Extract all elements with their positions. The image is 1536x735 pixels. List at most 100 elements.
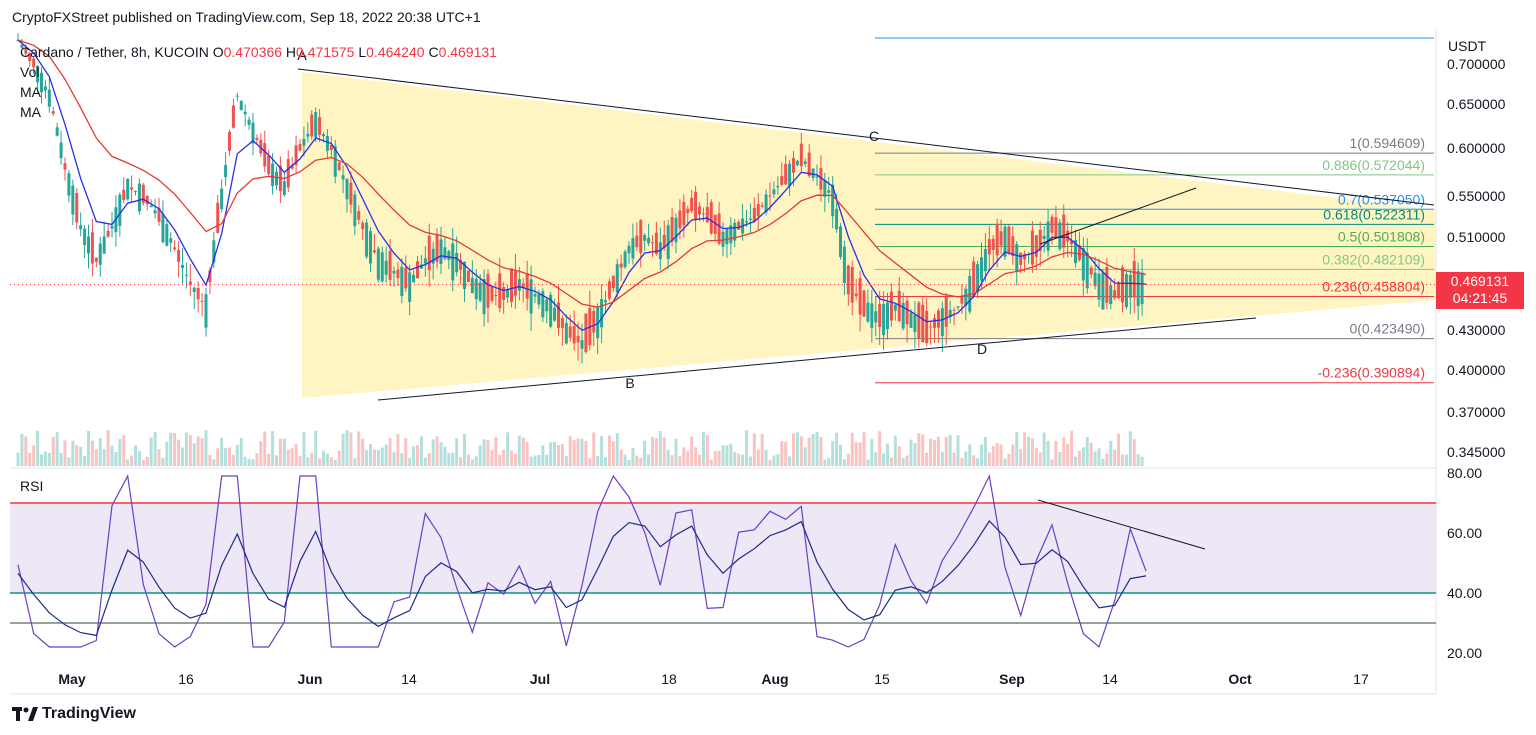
candle-body (1085, 252, 1089, 289)
volume-bar (643, 440, 647, 466)
candle-body (862, 290, 866, 317)
candle-body (776, 185, 780, 188)
volume-bar (846, 453, 850, 466)
volume-bar (1003, 458, 1007, 466)
volume-bar (690, 436, 694, 466)
volume-bar (1136, 454, 1140, 466)
candle-body (615, 264, 619, 293)
volume-bar (122, 435, 126, 466)
candle-body (459, 259, 463, 270)
volume-bar (220, 437, 224, 466)
candle-body (866, 302, 870, 322)
volume-bar (917, 433, 921, 466)
volume-bar (286, 449, 290, 466)
candle-body (137, 183, 141, 212)
candle-body (560, 318, 564, 328)
tradingview-logo[interactable]: TradingView (12, 705, 136, 723)
last-price-value: 0.469131 (1450, 273, 1510, 289)
volume-bar (682, 447, 686, 466)
candle-body (619, 263, 623, 268)
volume-bar (67, 457, 71, 466)
volume-bar (184, 432, 188, 466)
candle-body (412, 274, 416, 283)
candle-body (846, 265, 850, 295)
ma-indicator-label-1[interactable]: MA (20, 84, 41, 100)
volume-bar (59, 452, 63, 466)
volume-bar (925, 452, 929, 466)
volume-bar (1109, 440, 1113, 466)
candle-body (47, 89, 51, 107)
volume-bar (114, 452, 118, 466)
volume-bar (615, 432, 619, 466)
volume-bar (705, 435, 709, 466)
volume-bar (1062, 437, 1066, 466)
candle-body (184, 274, 188, 276)
time-tick-label: 14 (401, 671, 417, 687)
candle-body (764, 194, 768, 213)
volume-bar (290, 448, 294, 466)
candle-body (870, 303, 874, 328)
volume-bar (1070, 430, 1074, 466)
volume-bar (858, 442, 862, 466)
candle-body (901, 302, 905, 329)
symbol-label[interactable]: Cardano / Tether, 8h, KUCOIN (20, 44, 209, 60)
candle-body (568, 326, 572, 338)
volume-bar (267, 453, 271, 466)
candle-body (686, 208, 690, 214)
candle-body (32, 58, 36, 68)
candle-body (995, 223, 999, 256)
volume-bar (173, 433, 177, 466)
candle-body (584, 313, 588, 352)
time-tick-label: Jun (298, 671, 323, 687)
candle-body (976, 264, 980, 293)
ma-slow-line (17, 39, 1147, 308)
volume-bar (752, 433, 756, 466)
candle-body (310, 114, 314, 137)
volume-bar (795, 432, 799, 466)
candle-body (134, 191, 137, 193)
volume-bar (404, 438, 408, 466)
candle-body (1070, 240, 1074, 245)
volume-bar (498, 454, 502, 466)
volume-bar (306, 457, 310, 466)
candle-body (792, 158, 795, 173)
volume-bar (419, 436, 423, 466)
candle-body (510, 268, 513, 302)
vol-indicator-label[interactable]: Vol (20, 64, 40, 80)
volume-bar (345, 430, 349, 466)
close-label: C (428, 44, 439, 60)
candle-body (737, 221, 741, 230)
candle-body (694, 191, 698, 220)
volume-bar (1124, 454, 1128, 466)
candle-body (1011, 236, 1015, 257)
candle-body (79, 225, 83, 230)
volume-bar (392, 452, 396, 466)
candle-body (513, 271, 517, 296)
candle-body (145, 196, 149, 205)
candle-body (83, 228, 87, 246)
candle-body (604, 300, 607, 303)
volume-bar (878, 431, 882, 466)
volume-bar (584, 440, 588, 466)
ma-indicator-label-2[interactable]: MA (20, 104, 41, 120)
candle-body (498, 273, 502, 309)
price-tick-label: 0.430000 (1447, 322, 1506, 338)
candle-body (67, 173, 71, 196)
open-label: O (212, 44, 224, 60)
volume-bar (365, 450, 369, 466)
volume-bar (275, 455, 278, 466)
volume-bar (819, 436, 823, 466)
volume-bar (889, 457, 893, 466)
candle-body (1089, 267, 1093, 275)
volume-bar (733, 452, 737, 466)
rsi-tick-label: 40.00 (1447, 585, 1482, 601)
volume-bar (474, 456, 478, 466)
volume-bar (102, 449, 106, 466)
candle-body (772, 189, 776, 195)
volume-bar (251, 459, 255, 466)
volume-bar (760, 433, 764, 466)
volume-bar (376, 450, 380, 466)
rsi-indicator-label[interactable]: RSI (20, 478, 44, 494)
candle-body (670, 217, 674, 242)
